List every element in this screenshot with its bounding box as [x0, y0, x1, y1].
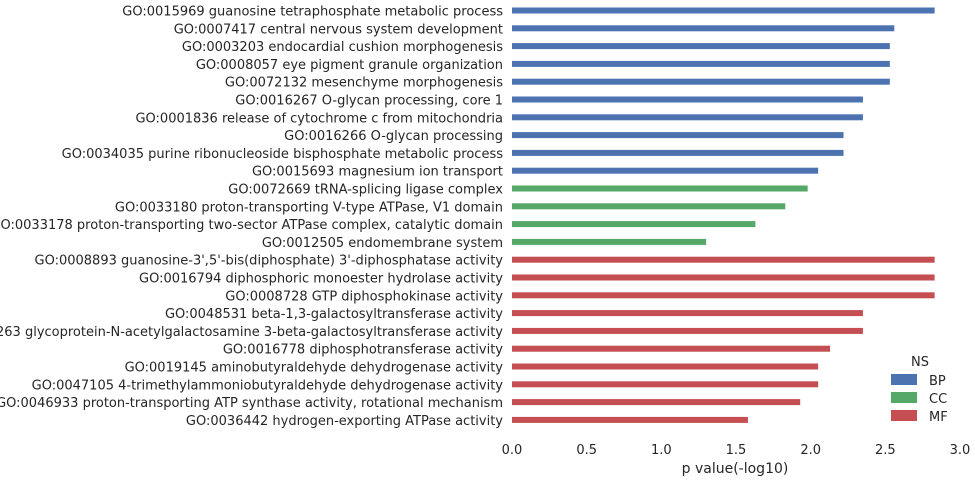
category-label: GO:0047105 4-trimethylammoniobutyraldehy…: [32, 378, 504, 393]
x-tick-label: 0.0: [502, 443, 523, 458]
bar: [512, 221, 756, 228]
bar: [512, 416, 748, 423]
bar: [512, 96, 863, 103]
category-label: GO:0019145 aminobutyraldehyde dehydrogen…: [125, 361, 504, 376]
legend-swatch: [891, 374, 917, 385]
bar: [512, 399, 801, 406]
bar: [512, 78, 890, 85]
category-label: GO:0016263 glycoprotein-N-acetylgalactos…: [0, 325, 503, 340]
category-label: GO:0007417 central nervous system develo…: [174, 22, 503, 37]
bar: [512, 25, 895, 32]
category-label: GO:0033180 proton-transporting V-type AT…: [115, 200, 503, 215]
bar: [512, 363, 819, 370]
category-label: GO:0016266 O-glycan processing: [284, 129, 503, 144]
category-label: GO:0008893 guanosine-3',5'-bis(diphospha…: [35, 254, 504, 269]
bar: [512, 149, 844, 156]
x-tick-label: 1.5: [726, 443, 747, 458]
bar: [512, 381, 819, 388]
category-label: GO:0016778 diphosphotransferase activity: [223, 343, 503, 358]
x-tick-label: 0.5: [576, 443, 597, 458]
category-label: GO:0012505 endomembrane system: [262, 236, 503, 251]
bar: [512, 203, 786, 210]
bar: [512, 310, 863, 317]
category-label: GO:0072669 tRNA-splicing ligase complex: [228, 183, 503, 198]
bar: [512, 167, 819, 174]
bar: [512, 114, 863, 121]
category-label: GO:0046933 proton-transporting ATP synth…: [0, 396, 503, 411]
category-label: GO:0033178 proton-transporting two-secto…: [0, 218, 503, 233]
bar: [512, 7, 935, 14]
category-label: GO:0015693 magnesium ion transport: [252, 165, 503, 180]
x-tick-label: 3.0: [950, 443, 971, 458]
bar: [512, 256, 935, 263]
category-label: GO:0036442 hydrogen-exporting ATPase act…: [186, 414, 503, 429]
category-label: GO:0048531 beta-1,3-galactosyltransferas…: [165, 307, 503, 322]
category-label: GO:0016794 diphosphoric monoester hydrol…: [139, 272, 503, 287]
bar: [512, 345, 831, 352]
category-label: GO:0008057 eye pigment granule organizat…: [196, 58, 503, 73]
legend-label: MF: [929, 410, 948, 425]
legend-title: NS: [911, 355, 929, 370]
bar: [512, 274, 935, 281]
x-tick-label: 2.0: [800, 443, 821, 458]
bar: [512, 132, 844, 139]
bar: [512, 327, 863, 334]
bar: [512, 60, 890, 67]
category-labels: GO:0015969 guanosine tetraphosphate meta…: [0, 5, 503, 429]
x-axis-label: p value(-log10): [682, 461, 789, 477]
legend: NS BP CC MF: [891, 355, 948, 425]
legend-label: BP: [929, 374, 946, 389]
category-label: GO:0001836 release of cytochrome c from …: [135, 111, 503, 126]
legend-swatch: [891, 410, 917, 421]
legend-swatch: [891, 392, 917, 403]
bar: [512, 238, 707, 245]
legend-label: CC: [929, 392, 947, 407]
x-tick-label: 1.0: [651, 443, 672, 458]
bar: [512, 292, 935, 299]
category-label: GO:0016267 O-glycan processing, core 1: [235, 94, 503, 109]
bar: [512, 185, 808, 192]
category-label: GO:0003203 endocardial cushion morphogen…: [182, 40, 503, 55]
x-axis: 0.0 0.5 1.0 1.5 2.0 2.5 3.0: [502, 443, 971, 458]
category-label: GO:0034035 purine ribonucleoside bisphos…: [62, 147, 504, 162]
bars-layer: [512, 7, 935, 423]
x-tick-label: 2.5: [875, 443, 896, 458]
category-label: GO:0008728 GTP diphosphokinase activity: [225, 289, 503, 304]
category-label: GO:0015969 guanosine tetraphosphate meta…: [122, 5, 503, 20]
category-label: GO:0072132 mesenchyme morphogenesis: [225, 76, 503, 91]
bar: [512, 43, 890, 50]
